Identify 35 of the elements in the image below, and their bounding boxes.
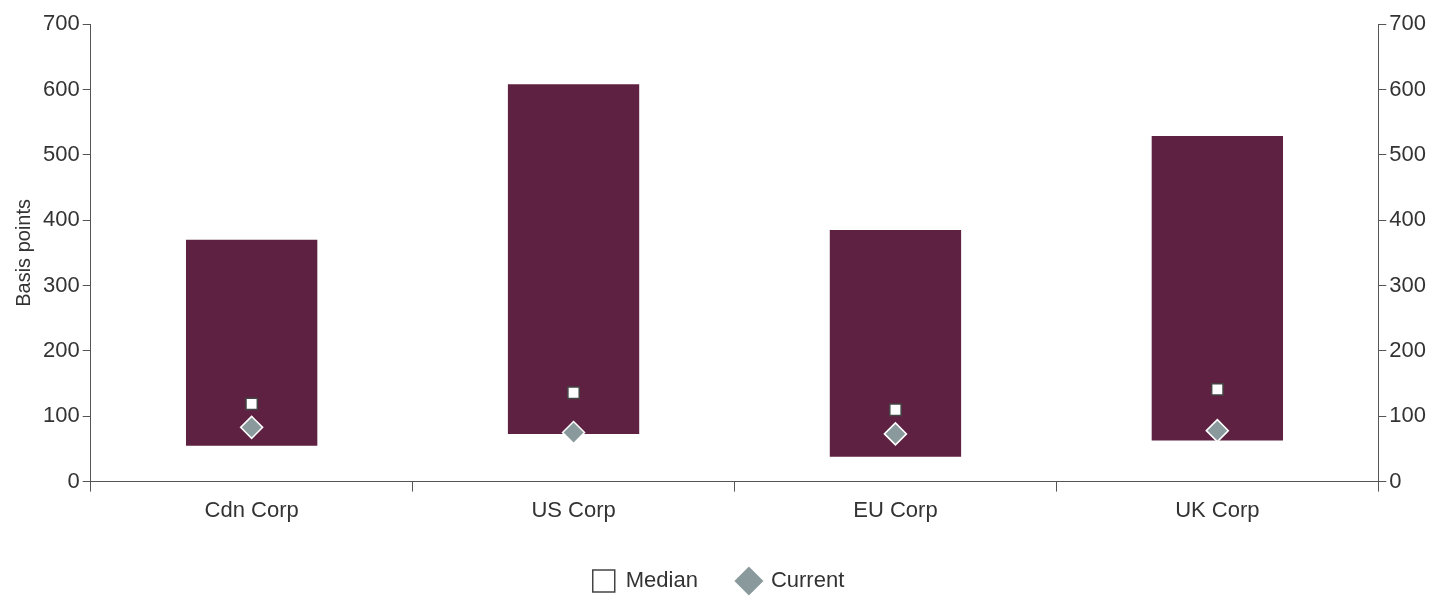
y-tick-label: 400 xyxy=(42,206,80,232)
y-tick-label: 500 xyxy=(42,140,80,166)
point xyxy=(561,420,586,445)
point xyxy=(567,386,580,400)
bar xyxy=(829,230,962,457)
point xyxy=(1210,383,1224,396)
y-axis-title: Basis points xyxy=(11,198,34,307)
y2-tick-label: 400 xyxy=(1389,206,1427,232)
point xyxy=(889,403,902,417)
y2-tick-label: 200 xyxy=(1389,336,1427,362)
y2-tick-label: 700 xyxy=(1389,10,1427,36)
x-tick-label: US Corp xyxy=(531,496,616,522)
point xyxy=(245,397,259,411)
x-tick-label: EU Corp xyxy=(853,496,938,522)
y2-tick-label: 0 xyxy=(1389,467,1402,493)
y-tick-label: 700 xyxy=(42,10,80,36)
y2-tick-label: 300 xyxy=(1389,271,1427,297)
bar xyxy=(185,239,318,446)
point xyxy=(239,415,264,440)
y-tick-label: 600 xyxy=(42,75,80,101)
x-tick-label: Cdn Corp xyxy=(204,496,299,522)
point xyxy=(883,422,908,446)
y-tick-label: 300 xyxy=(42,271,80,297)
y-tick-label: 200 xyxy=(42,336,80,362)
y-tick-label: 0 xyxy=(67,467,80,493)
legend-label: Current xyxy=(770,567,845,593)
legend-label: Median xyxy=(625,567,698,593)
bar xyxy=(1151,135,1284,441)
y-tick-label: 100 xyxy=(42,402,80,428)
bar xyxy=(507,84,640,434)
x-tick-label: UK Corp xyxy=(1175,496,1260,522)
point xyxy=(1205,418,1230,443)
y2-tick-label: 600 xyxy=(1389,75,1427,101)
y2-tick-label: 100 xyxy=(1389,402,1427,428)
y2-tick-label: 500 xyxy=(1389,140,1427,166)
